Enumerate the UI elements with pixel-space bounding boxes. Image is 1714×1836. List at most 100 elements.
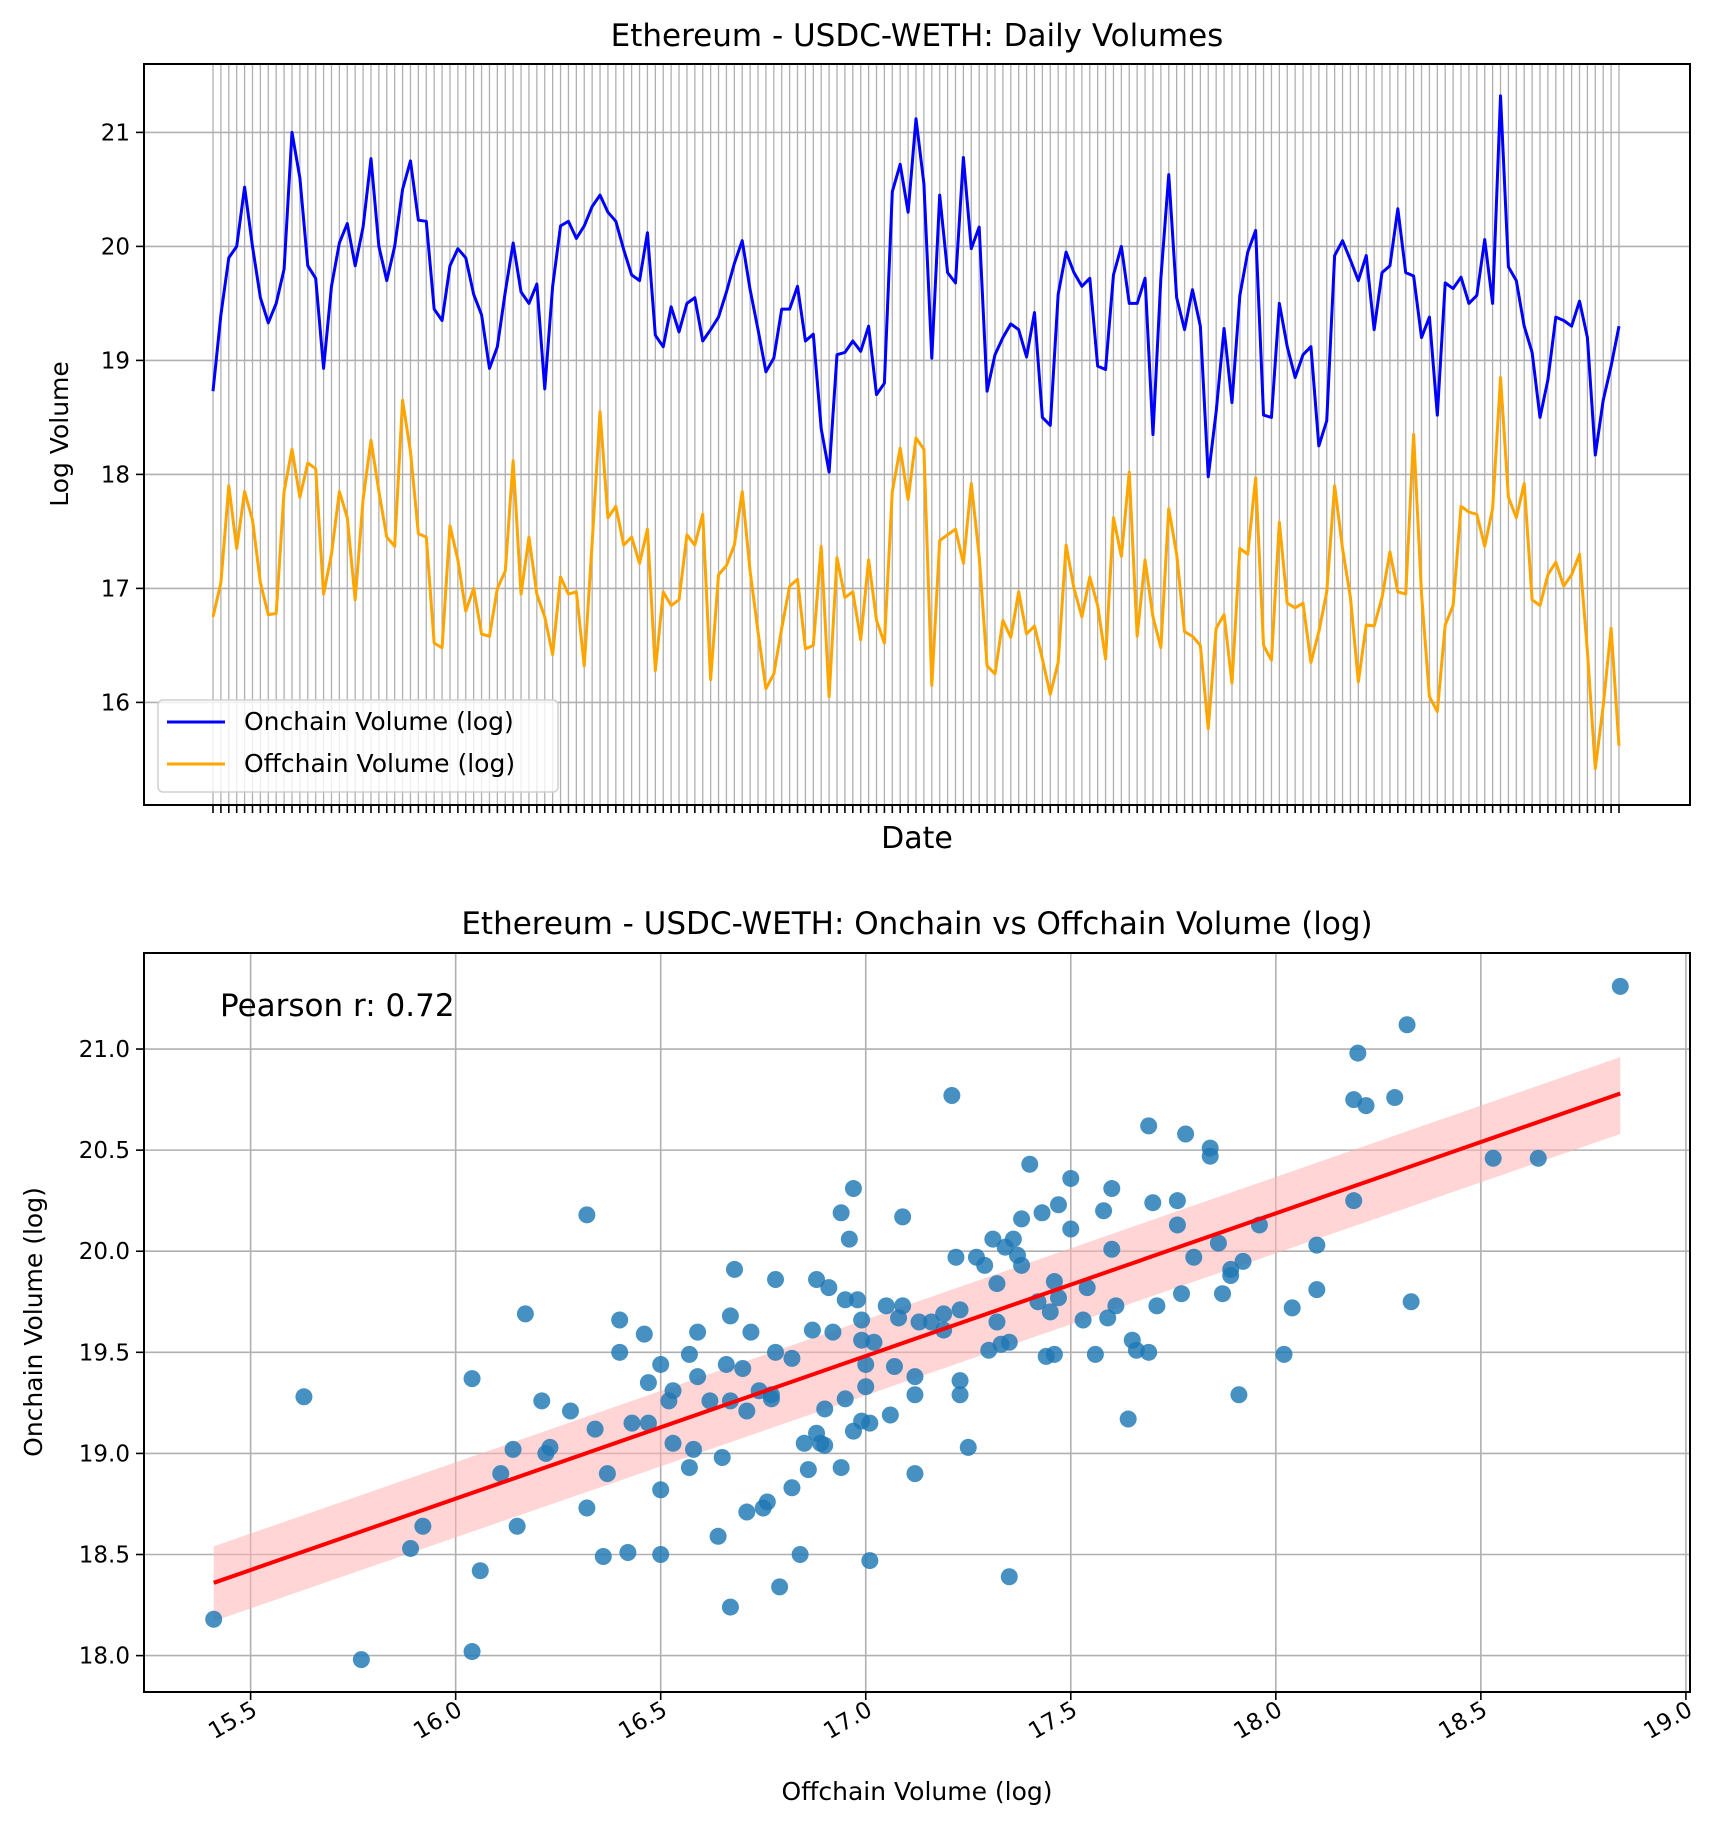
scatter-y-axis-label: Onchain Volume (log) (19, 1187, 48, 1457)
scatter-point (1201, 1147, 1219, 1165)
scatter-point (504, 1440, 522, 1458)
scatter-point (1140, 1117, 1158, 1135)
y-tick-label: 18 (101, 462, 130, 488)
scatter-point (1107, 1297, 1125, 1315)
scatter-point (951, 1386, 969, 1404)
scatter-point (611, 1311, 629, 1329)
y-tick-label: 16 (101, 690, 130, 716)
y-tick-label: 21.0 (79, 1037, 130, 1063)
scatter-point (1209, 1234, 1227, 1252)
scatter-point (906, 1386, 924, 1404)
scatter-point (1529, 1149, 1547, 1167)
scatter-point (709, 1527, 727, 1545)
scatter-point (1086, 1345, 1104, 1363)
top-vertical-gridlines (212, 64, 1620, 805)
scatter-y-ticks: 18.0 18.5 19.0 19.5 20.0 20.5 21.0 (79, 1037, 144, 1670)
scatter-point (1045, 1345, 1063, 1363)
scatter-point (721, 1307, 739, 1325)
scatter-axes-frame (143, 952, 1691, 1693)
scatter-point (734, 1360, 752, 1377)
scatter-point (1099, 1309, 1117, 1327)
y-tick-label: 18.0 (79, 1644, 130, 1670)
scatter-point (951, 1372, 969, 1390)
onchain-volume-line (211, 94, 1621, 479)
scatter-point (652, 1546, 670, 1564)
scatter-point (586, 1420, 604, 1438)
scatter-point (1402, 1293, 1420, 1311)
scatter-point (1148, 1297, 1166, 1315)
scatter-point (1140, 1343, 1158, 1361)
y-tick-label: 19.0 (79, 1441, 130, 1467)
scatter-point (799, 1461, 817, 1479)
legend: Onchain Volume (log) Offchain Volume (lo… (157, 699, 559, 793)
scatter-point (721, 1598, 739, 1616)
y-tick-label: 17 (101, 576, 130, 602)
scatter-point (849, 1291, 867, 1309)
scatter-point (701, 1392, 719, 1410)
offchain-volume-line (211, 376, 1621, 771)
top-y-axis-label: Log Volume (45, 361, 74, 507)
scatter-point (738, 1402, 756, 1420)
scatter-point (664, 1434, 682, 1452)
legend-offchain-label: Offchain Volume (log) (244, 749, 515, 778)
scatter-point (1062, 1169, 1080, 1187)
scatter-point (857, 1355, 875, 1373)
scatter-point (689, 1368, 707, 1386)
scatter-point (762, 1390, 780, 1408)
y-tick-label: 20 (101, 234, 130, 260)
scatter-point (1144, 1194, 1162, 1212)
x-tick-label: 18.0 (1229, 1697, 1286, 1745)
top-chart-title: Ethereum - USDC-WETH: Daily Volumes (611, 18, 1224, 54)
scatter-point (352, 1651, 370, 1669)
x-tick-label: 17.0 (819, 1697, 876, 1745)
scatter-point (824, 1323, 842, 1341)
scatter-point (959, 1438, 977, 1456)
y-tick-label: 19.5 (79, 1340, 130, 1366)
scatter-point (623, 1414, 641, 1432)
x-tick-label: 16.0 (409, 1697, 466, 1745)
scatter-point (832, 1459, 850, 1477)
scatter-point (1234, 1252, 1252, 1270)
scatter-point (611, 1343, 629, 1361)
scatter-point (689, 1323, 707, 1341)
scatter-point (414, 1517, 432, 1535)
scatter-point (758, 1493, 776, 1511)
scatter-point (1386, 1089, 1404, 1107)
x-tick-label: 19.0 (1640, 1697, 1697, 1745)
scatter-point (865, 1333, 883, 1351)
scatter-point (988, 1313, 1006, 1331)
scatter-point (1000, 1333, 1018, 1351)
scatter-point (533, 1392, 551, 1410)
scatter-point (1000, 1568, 1018, 1586)
scatter-point (1177, 1125, 1195, 1143)
scatter-point (1214, 1285, 1232, 1303)
scatter-point (1611, 977, 1629, 995)
scatter-point (680, 1459, 698, 1477)
legend-box (157, 699, 559, 793)
scatter-point (664, 1382, 682, 1400)
y-tick-label: 19 (101, 348, 130, 374)
scatter-point (619, 1543, 637, 1561)
scatter-point (803, 1321, 821, 1339)
scatter-point (652, 1355, 670, 1373)
scatter-point (820, 1279, 838, 1297)
scatter-point (861, 1552, 879, 1570)
scatter-points (205, 977, 1629, 1669)
scatter-point (906, 1368, 924, 1386)
scatter-point (1308, 1236, 1326, 1254)
scatter-point (922, 1313, 940, 1331)
y-tick-label: 21 (101, 120, 130, 146)
scatter-point (836, 1390, 854, 1408)
x-tick-label: 15.5 (204, 1697, 261, 1745)
scatter-point (1078, 1279, 1096, 1297)
scatter-point (541, 1438, 559, 1456)
scatter-point (844, 1180, 862, 1198)
scatter-title: Ethereum - USDC-WETH: Onchain vs Offchai… (461, 906, 1372, 942)
scatter-point (906, 1465, 924, 1483)
scatter-point (635, 1325, 653, 1343)
scatter-point (463, 1643, 481, 1661)
scatter-point (1041, 1303, 1059, 1321)
pearson-annotation: Pearson r: 0.72 (220, 988, 455, 1024)
scatter-point (402, 1539, 420, 1557)
scatter-point (836, 1291, 854, 1309)
